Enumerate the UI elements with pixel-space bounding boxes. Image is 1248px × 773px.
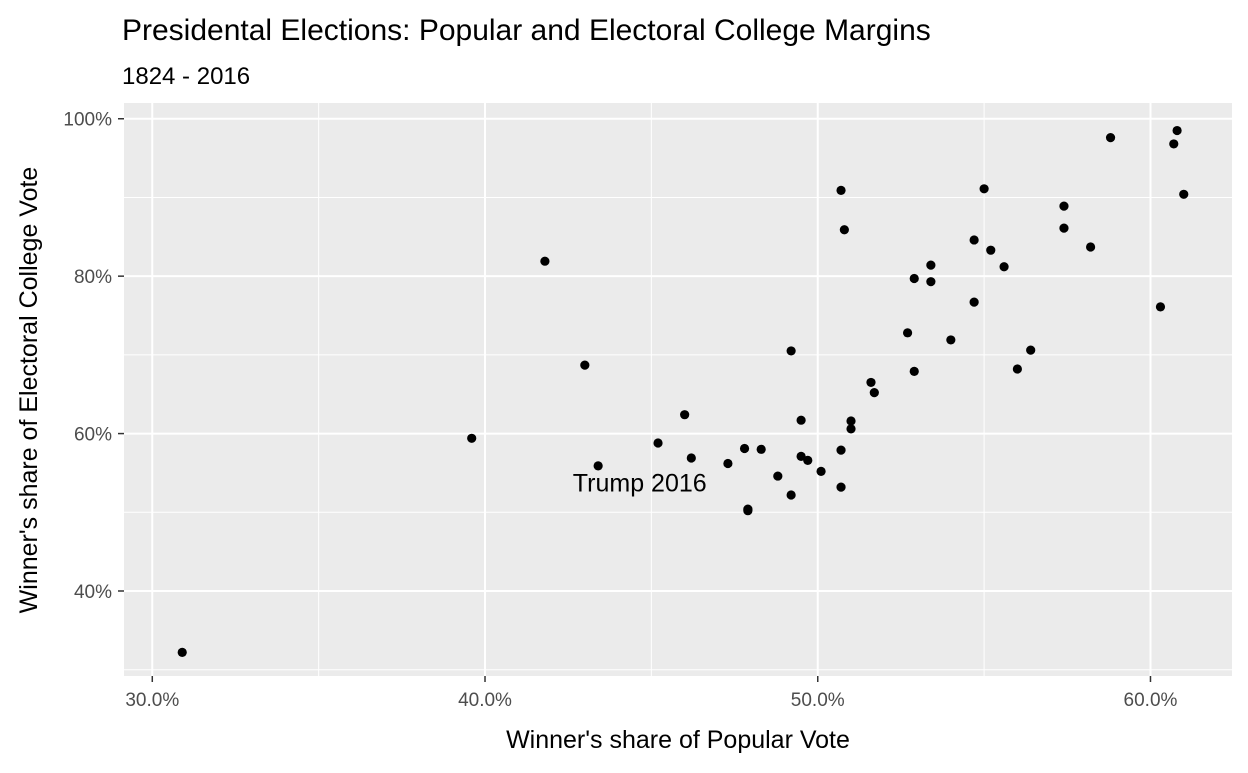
annotations: Trump 2016 (573, 469, 707, 497)
data-point (909, 366, 919, 376)
data-point (836, 185, 846, 195)
data-point (686, 453, 696, 463)
x-tick-label: 30.0% (125, 690, 179, 711)
data-point (839, 225, 849, 235)
data-point (909, 273, 919, 284)
data-point (999, 262, 1009, 272)
data-point (1085, 242, 1096, 252)
y-tick-label: 60% (74, 425, 112, 446)
data-point (593, 461, 603, 471)
major-gridlines (124, 103, 1232, 676)
data-point (773, 471, 783, 481)
data-point (969, 297, 979, 307)
data-point (743, 506, 753, 516)
y-axis-title: Winner's share of Electoral College Vote (15, 167, 43, 614)
data-point (177, 647, 187, 657)
data-point (739, 443, 750, 454)
data-point (1179, 189, 1189, 199)
data-point (796, 415, 806, 425)
x-axis-title: Winner's share of Popular Vote (506, 726, 850, 754)
data-points (177, 125, 1189, 657)
data-point (1026, 345, 1036, 355)
x-tick-label: 50.0% (791, 690, 845, 711)
data-point (926, 260, 936, 270)
y-tick-label: 80% (74, 267, 112, 288)
x-axis: 30.0% 40.0% 50.0% 60.0% (125, 676, 1178, 711)
data-point (836, 482, 846, 492)
data-point (969, 235, 979, 245)
data-point (836, 445, 846, 455)
data-point (816, 466, 826, 476)
chart-subtitle: 1824 - 2016 (122, 63, 250, 90)
data-point (653, 438, 663, 448)
y-tick-label: 100% (63, 110, 112, 131)
data-point (902, 328, 913, 338)
data-point (786, 490, 796, 500)
y-axis: 40% 60% 80% 100% (63, 110, 124, 603)
data-point (580, 360, 590, 370)
data-point (467, 433, 477, 443)
data-point (946, 335, 956, 345)
data-point (1012, 364, 1022, 374)
data-point (680, 410, 690, 420)
data-point (846, 424, 856, 434)
y-tick-label: 40% (74, 582, 112, 603)
data-point (1172, 125, 1182, 136)
data-point (866, 377, 876, 388)
data-point (786, 346, 796, 356)
minor-gridlines (124, 103, 1232, 676)
chart-title: Presidental Elections: Popular and Elect… (122, 14, 931, 47)
data-point (1059, 201, 1069, 211)
data-point (1169, 139, 1179, 149)
data-point (540, 256, 550, 266)
data-point (796, 451, 806, 462)
data-point (1059, 223, 1069, 233)
data-point (979, 184, 989, 194)
data-point (756, 444, 766, 454)
x-tick-label: 40.0% (458, 690, 512, 711)
annotation-label: Trump 2016 (573, 469, 707, 497)
data-point (723, 458, 733, 469)
data-point (986, 245, 996, 255)
data-point (926, 277, 936, 287)
data-point (803, 455, 813, 465)
data-point (869, 388, 879, 398)
data-point (1105, 133, 1116, 143)
plot-panel (124, 103, 1232, 676)
data-point (846, 416, 856, 426)
x-tick-label: 60.0% (1124, 690, 1178, 711)
data-point (1155, 302, 1166, 312)
